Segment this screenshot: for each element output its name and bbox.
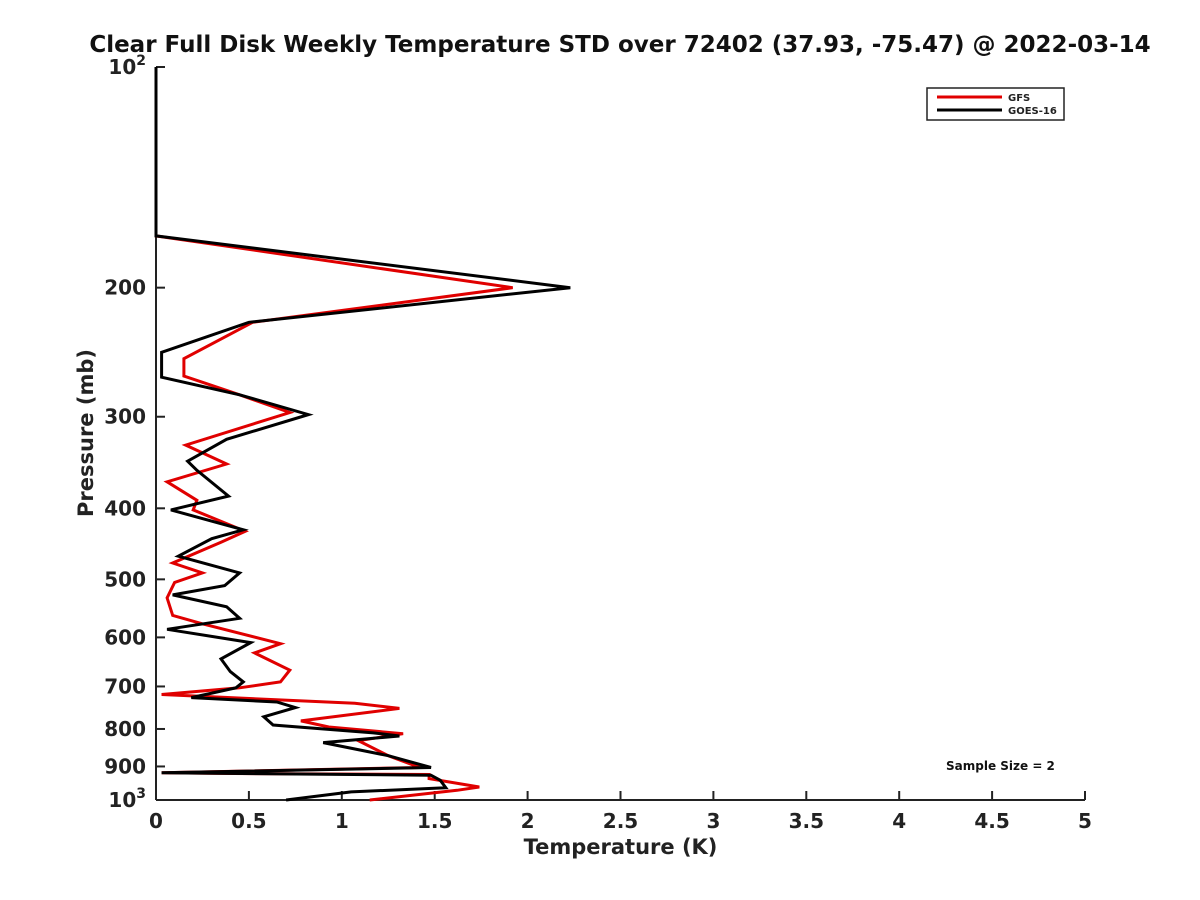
legend-label: GFS xyxy=(1008,93,1030,104)
x-tick-label: 0.5 xyxy=(231,809,266,833)
x-tick-label: 1.5 xyxy=(417,809,452,833)
y-tick-label: 300 xyxy=(104,405,146,429)
x-tick-label: 4 xyxy=(892,809,906,833)
y-tick-label: 500 xyxy=(104,567,146,591)
y-tick-label: 700 xyxy=(104,674,146,698)
y-tick-label: 103 xyxy=(108,786,146,812)
x-tick-label: 3.5 xyxy=(789,809,824,833)
chart-title: Clear Full Disk Weekly Temperature STD o… xyxy=(89,32,1151,58)
legend-label: GOES-16 xyxy=(1008,106,1057,117)
x-tick-label: 3 xyxy=(706,809,720,833)
x-tick-label: 5 xyxy=(1078,809,1092,833)
x-tick-label: 4.5 xyxy=(974,809,1009,833)
y-tick-label: 400 xyxy=(104,496,146,520)
y-tick-label: 800 xyxy=(104,717,146,741)
series-line-goes-16 xyxy=(154,67,571,802)
x-tick-label: 2.5 xyxy=(603,809,638,833)
x-tick-label: 1 xyxy=(335,809,349,833)
sample-size-annotation: Sample Size = 2 xyxy=(946,759,1055,773)
y-tick-label: 600 xyxy=(104,625,146,649)
series-line-gfs xyxy=(154,67,513,802)
x-tick-label: 0 xyxy=(149,809,163,833)
y-tick-label: 900 xyxy=(104,754,146,778)
y-tick-label: 200 xyxy=(104,276,146,300)
legend-box xyxy=(926,87,1065,121)
y-axis-label: Pressure (mb) xyxy=(74,349,98,517)
x-axis-label: Temperature (K) xyxy=(523,835,718,859)
y-tick-label: 102 xyxy=(108,53,146,79)
x-tick-label: 2 xyxy=(521,809,535,833)
